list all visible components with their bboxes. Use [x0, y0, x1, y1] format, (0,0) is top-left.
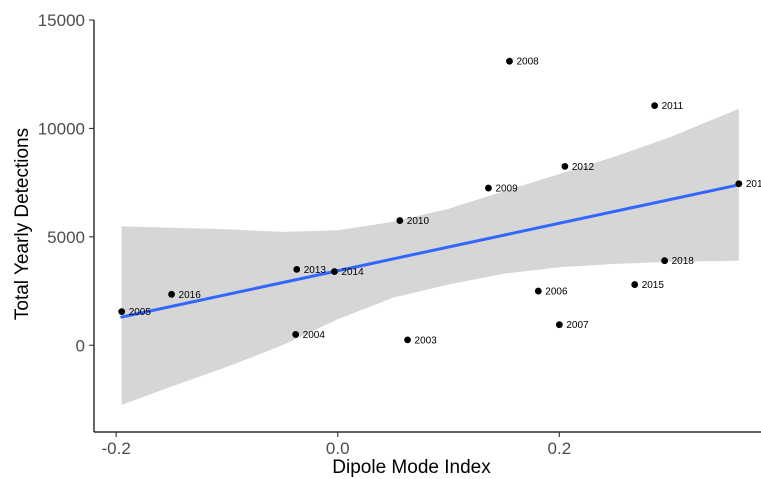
data-points-layer: 2003 2004 2005 2006 2007 2008 2009 2010 2011 2012…: [118, 57, 761, 346]
point-label-2012: 2012: [572, 162, 595, 173]
data-point-2003: [404, 336, 411, 344]
data-point-2006: [534, 287, 542, 295]
point-label-2003: 2003: [415, 335, 438, 346]
point-label-2013: 2013: [304, 265, 327, 276]
point-label-2004: 2004: [303, 330, 326, 341]
data-point-2015: [631, 281, 639, 288]
point-label-2005: 2005: [129, 307, 152, 318]
data-point-2014: [331, 268, 338, 275]
x-tick-label: 0.2: [548, 439, 572, 458]
data-point-2005: [118, 308, 126, 316]
point-label-2016: 2016: [179, 290, 202, 301]
data-point-2013: [293, 265, 301, 273]
data-point-2012: [561, 162, 569, 170]
confidence-band-layer: [121, 108, 739, 405]
confidence-band: [121, 108, 739, 405]
x-tick-label: -0.2: [102, 439, 131, 458]
y-tick-label: 15000: [38, 11, 85, 30]
point-label-2006: 2006: [545, 287, 568, 298]
data-point-2007: [555, 321, 563, 329]
point-label-2007: 2007: [566, 320, 589, 331]
data-point-2010: [396, 217, 404, 224]
y-tick-label: 10000: [38, 119, 85, 138]
x-tick-label: 0.0: [326, 439, 350, 458]
regression-line: [120, 183, 741, 319]
point-label-2014: 2014: [341, 267, 364, 278]
point-label-2009: 2009: [495, 184, 518, 195]
data-point-2008: [506, 57, 513, 65]
point-label-2015: 2015: [642, 280, 665, 291]
point-label-2011: 2011: [662, 101, 684, 112]
data-point-2016: [168, 290, 175, 298]
point-label-2018: 2018: [672, 256, 695, 267]
fit-line-layer: [120, 183, 741, 319]
point-label-2010: 2010: [407, 216, 430, 227]
axes-layer: 0 5000 10000 15000 -0.2 0.0 0.2: [38, 11, 761, 458]
data-point-2004: [292, 331, 300, 338]
x-axis-title: Dipole Mode Index: [332, 457, 491, 478]
data-point-2011: [651, 102, 659, 110]
data-point-2009: [485, 184, 492, 192]
y-tick-label: 5000: [47, 228, 85, 247]
point-label-2008: 2008: [516, 57, 539, 68]
y-tick-label: 0: [76, 336, 85, 355]
data-point-2019: [735, 180, 743, 188]
y-axis-title: Total Yearly Detections: [12, 128, 33, 320]
point-label-2019: 2019: [746, 179, 761, 190]
data-point-2018: [661, 257, 669, 265]
